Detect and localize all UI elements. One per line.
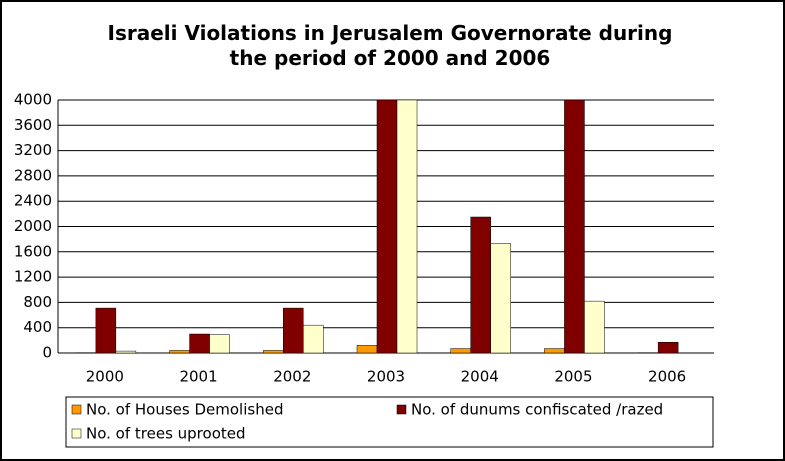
legend-swatch xyxy=(71,428,82,439)
y-tick-label: 3200 xyxy=(14,141,52,159)
bar xyxy=(189,333,210,354)
bar xyxy=(490,243,511,354)
bar xyxy=(263,350,284,354)
bar xyxy=(356,345,378,354)
bar xyxy=(303,324,324,354)
y-tick-label: 800 xyxy=(23,293,52,311)
bar xyxy=(470,216,491,354)
bar xyxy=(209,334,230,354)
bar xyxy=(95,307,117,354)
bar xyxy=(584,300,605,354)
x-tick-label: 2000 xyxy=(86,368,124,386)
x-tick-label: 2006 xyxy=(648,368,686,386)
bar xyxy=(450,348,471,354)
bar xyxy=(115,350,137,354)
legend-swatch xyxy=(396,404,407,415)
y-tick-label: 2400 xyxy=(14,192,52,210)
bar xyxy=(169,350,190,354)
bar xyxy=(564,99,585,354)
y-tick-label: 400 xyxy=(23,318,52,336)
y-tick-label: 0 xyxy=(42,344,52,362)
x-tick-label: 2003 xyxy=(367,368,405,386)
y-tick-label: 1600 xyxy=(14,242,52,260)
x-tick-label: 2005 xyxy=(554,368,592,386)
y-tick-label: 1200 xyxy=(14,268,52,286)
bar xyxy=(544,348,565,354)
chart-title: Israeli Violations in Jerusalem Governor… xyxy=(108,21,673,70)
x-tick-label: 2001 xyxy=(179,368,217,386)
y-tick-label: 2000 xyxy=(14,217,52,235)
legend-swatch xyxy=(71,404,82,415)
bar xyxy=(396,99,418,354)
bar xyxy=(376,99,398,354)
bar xyxy=(657,341,679,354)
legend-label: No. of trees uprooted xyxy=(86,425,246,443)
bar xyxy=(283,307,304,354)
legend-box xyxy=(65,396,714,448)
legend-label: No. of Houses Demolished xyxy=(86,401,283,419)
x-tick-label: 2004 xyxy=(461,368,499,386)
y-tick-label: 4000 xyxy=(14,91,52,109)
x-tick-label: 2002 xyxy=(273,368,311,386)
y-tick-label: 3600 xyxy=(14,116,52,134)
legend-label: No. of dunums confiscated /razed xyxy=(411,401,663,419)
y-tick-label: 2800 xyxy=(14,166,52,184)
